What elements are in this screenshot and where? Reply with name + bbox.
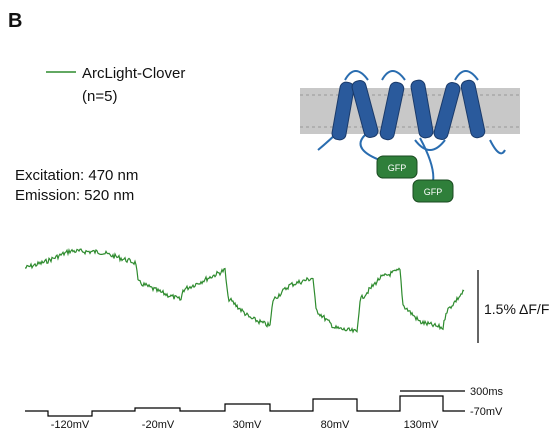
emission: Emission: 520 nm	[15, 187, 134, 204]
amplitude-scale-label: 1.5% ΔF/F	[484, 301, 549, 317]
protein-diagram: GFP GFP	[300, 70, 520, 203]
time-scale-label: 300ms	[470, 386, 504, 398]
gfp-label: GFP	[424, 187, 443, 197]
step-label: -120mV	[51, 419, 90, 431]
legend-note: (n=5)	[82, 88, 117, 105]
voltage-protocol	[25, 395, 465, 417]
excitation: Excitation: 470 nm	[15, 167, 138, 184]
legend-label: ArcLight-Clover	[82, 65, 185, 82]
step-label: 130mV	[404, 419, 440, 431]
step-label: 80mV	[321, 419, 350, 431]
gfp-label: GFP	[388, 163, 407, 173]
fluorescence-trace	[25, 248, 465, 334]
step-label: -20mV	[142, 419, 175, 431]
holding-label: -70mV	[470, 406, 503, 418]
panel-label: B	[8, 10, 22, 32]
step-label: 30mV	[233, 419, 262, 431]
